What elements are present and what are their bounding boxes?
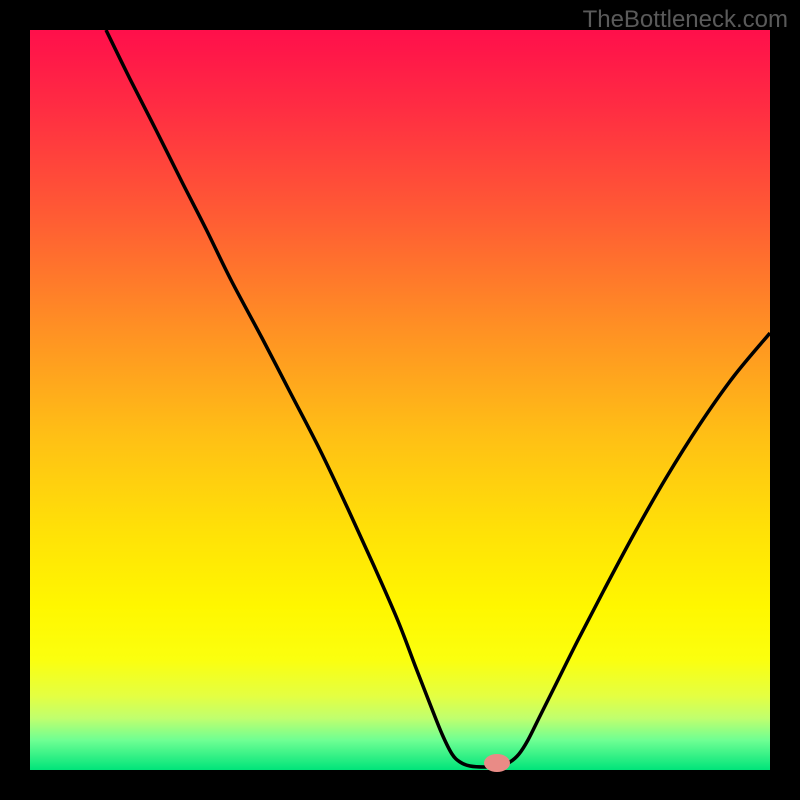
chart-frame: TheBottleneck.com	[0, 0, 800, 800]
gradient-chart-svg	[0, 0, 800, 800]
plot-area	[30, 30, 770, 770]
watermark-text: TheBottleneck.com	[583, 6, 788, 34]
optimal-point-marker	[484, 754, 510, 772]
